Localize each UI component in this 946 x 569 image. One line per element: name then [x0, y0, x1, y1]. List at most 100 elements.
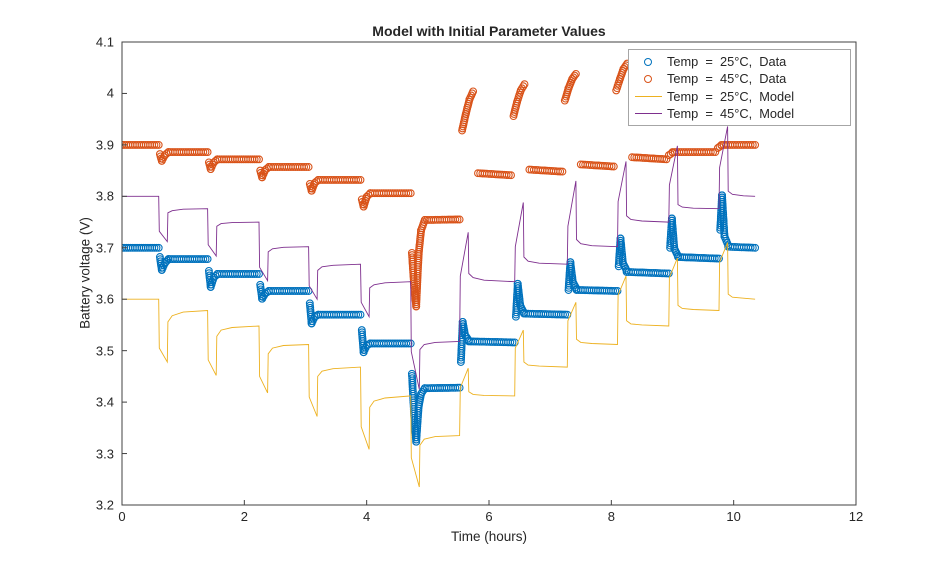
circle-marker-icon: [629, 57, 667, 66]
data-marker: [302, 163, 311, 171]
data-marker: [154, 243, 163, 252]
legend-entry-45c-data: Temp = 45°C, Data: [629, 70, 850, 87]
line-swatch-icon: [629, 95, 667, 97]
legend: Temp = 25°C, Data Temp = 45°C, Data Temp…: [628, 49, 851, 126]
y-tick-label: 3.5: [95, 343, 114, 359]
data-marker: [150, 140, 159, 149]
data-marker: [570, 71, 579, 80]
data-marker: [152, 243, 161, 252]
data-marker: [199, 255, 208, 264]
legend-label: Temp = 45°C, Data: [667, 71, 787, 87]
data-marker: [203, 255, 212, 264]
legend-entry-45c-model: Temp = 45°C, Model: [629, 105, 850, 122]
data-marker: [451, 383, 460, 392]
x-tick-label: 0: [118, 509, 126, 524]
data-marker: [402, 189, 411, 198]
data-marker: [504, 171, 513, 180]
y-tick-label: 3.7: [95, 240, 114, 256]
data-marker: [751, 243, 760, 252]
data-marker: [154, 140, 163, 149]
data-marker: [402, 339, 411, 348]
data-marker: [715, 254, 723, 263]
data-marker: [404, 339, 413, 348]
data-marker: [152, 140, 161, 149]
data-marker: [520, 80, 529, 89]
series-temp-45c-data: [122, 59, 760, 311]
data-marker: [455, 215, 464, 224]
y-tick-label: 3.8: [95, 188, 114, 204]
data-marker: [356, 175, 365, 184]
data-marker: [662, 155, 671, 164]
series-temp-25c-model: [122, 242, 756, 488]
chart-title: Model with Initial Parameter Values: [372, 23, 606, 39]
data-marker: [203, 148, 212, 157]
x-tick-label: 12: [848, 509, 864, 524]
data-marker: [250, 270, 259, 278]
y-tick-label: 3.6: [95, 291, 114, 307]
circle-marker-icon: [629, 74, 667, 83]
x-tick-label: 6: [485, 509, 493, 524]
legend-entry-25c-data: Temp = 25°C, Data: [629, 53, 850, 70]
data-marker: [300, 287, 309, 295]
data-marker: [662, 269, 671, 278]
data-marker: [709, 148, 718, 157]
data-marker: [556, 167, 565, 176]
data-marker: [300, 163, 309, 171]
data-marker: [558, 167, 567, 176]
data-marker: [406, 339, 415, 348]
legend-label: Temp = 25°C, Model: [667, 88, 795, 104]
data-marker: [508, 338, 517, 347]
data-marker: [748, 243, 757, 252]
data-marker: [352, 175, 361, 184]
y-axis-label: Battery voltage (V): [77, 217, 93, 329]
y-tick-label: 3.4: [95, 394, 114, 410]
data-marker: [561, 310, 570, 319]
data-marker: [611, 286, 620, 295]
y-tick-label: 3.2: [95, 497, 114, 513]
data-marker: [199, 148, 208, 157]
data-marker: [664, 269, 673, 278]
data-marker: [746, 140, 755, 149]
plot-series: [122, 59, 760, 488]
data-marker: [518, 84, 526, 93]
legend-label: Temp = 45°C, Model: [667, 105, 795, 121]
data-marker: [507, 171, 515, 180]
y-tick-label: 4: [106, 85, 114, 101]
series-temp-45c-model: [122, 126, 756, 390]
data-marker: [455, 383, 464, 392]
data-marker: [571, 69, 580, 78]
data-marker: [751, 140, 760, 149]
data-marker: [255, 270, 263, 278]
x-tick-label: 2: [240, 509, 248, 524]
x-tick-label: 10: [726, 509, 741, 524]
data-marker: [519, 82, 528, 91]
data-marker: [469, 87, 478, 96]
data-marker: [609, 286, 618, 295]
data-marker: [354, 175, 363, 184]
data-marker: [255, 155, 263, 164]
data-marker: [607, 162, 616, 171]
y-tick-label: 3.9: [95, 137, 114, 153]
data-marker: [660, 155, 669, 164]
data-marker: [502, 171, 511, 179]
data-marker: [609, 162, 618, 171]
x-tick-label: 4: [363, 509, 371, 524]
legend-label: Temp = 25°C, Data: [667, 54, 787, 70]
data-marker: [746, 243, 755, 252]
data-marker: [559, 310, 567, 319]
data-marker: [613, 287, 622, 295]
data-marker: [354, 310, 363, 319]
x-tick-label: 8: [607, 509, 615, 524]
data-marker: [554, 167, 562, 176]
data-marker: [406, 189, 415, 198]
data-marker: [453, 383, 462, 392]
data-marker: [356, 310, 365, 319]
data-marker: [660, 269, 669, 278]
line-swatch-icon: [629, 112, 667, 114]
data-marker: [201, 255, 210, 264]
data-marker: [451, 215, 460, 224]
y-tick-label: 3.3: [95, 446, 114, 462]
data-marker: [506, 338, 515, 347]
